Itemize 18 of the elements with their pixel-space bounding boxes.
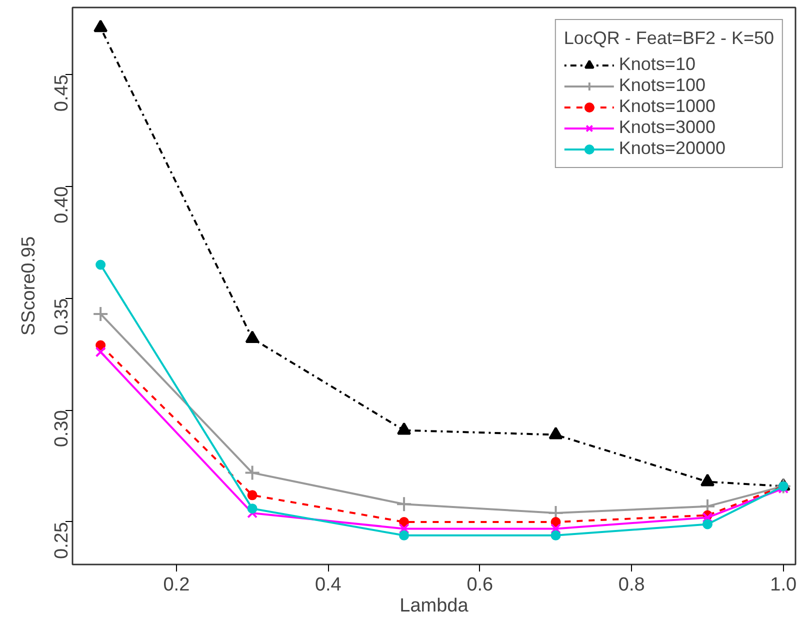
legend-label: Knots=1000: [618, 96, 716, 117]
x-tick-label: 0.6: [466, 574, 494, 596]
legend-label: Knots=20000: [618, 138, 726, 159]
y-tick-label: 0.35: [52, 298, 72, 336]
y-axis-title: SScore0.95: [18, 236, 40, 336]
y-tick-label: 0.40: [52, 186, 72, 224]
y-tick-label: 0.25: [52, 522, 72, 559]
legend-label: Knots=10: [618, 54, 696, 75]
x-tick-label: 0.8: [618, 574, 645, 596]
legend-label: Knots=100: [618, 75, 706, 96]
legend-title: LocQR - Feat=BF2 - K=50: [564, 28, 774, 49]
x-tick-label: 0.2: [163, 574, 190, 596]
x-axis-title: Lambda: [400, 596, 469, 616]
x-tick-label: 0.4: [314, 574, 342, 596]
y-tick-label: 0.30: [52, 410, 72, 448]
legend-label: Knots=3000: [618, 117, 716, 138]
x-tick-label: 1.0: [770, 574, 797, 596]
y-tick-label: 0.45: [52, 74, 72, 112]
